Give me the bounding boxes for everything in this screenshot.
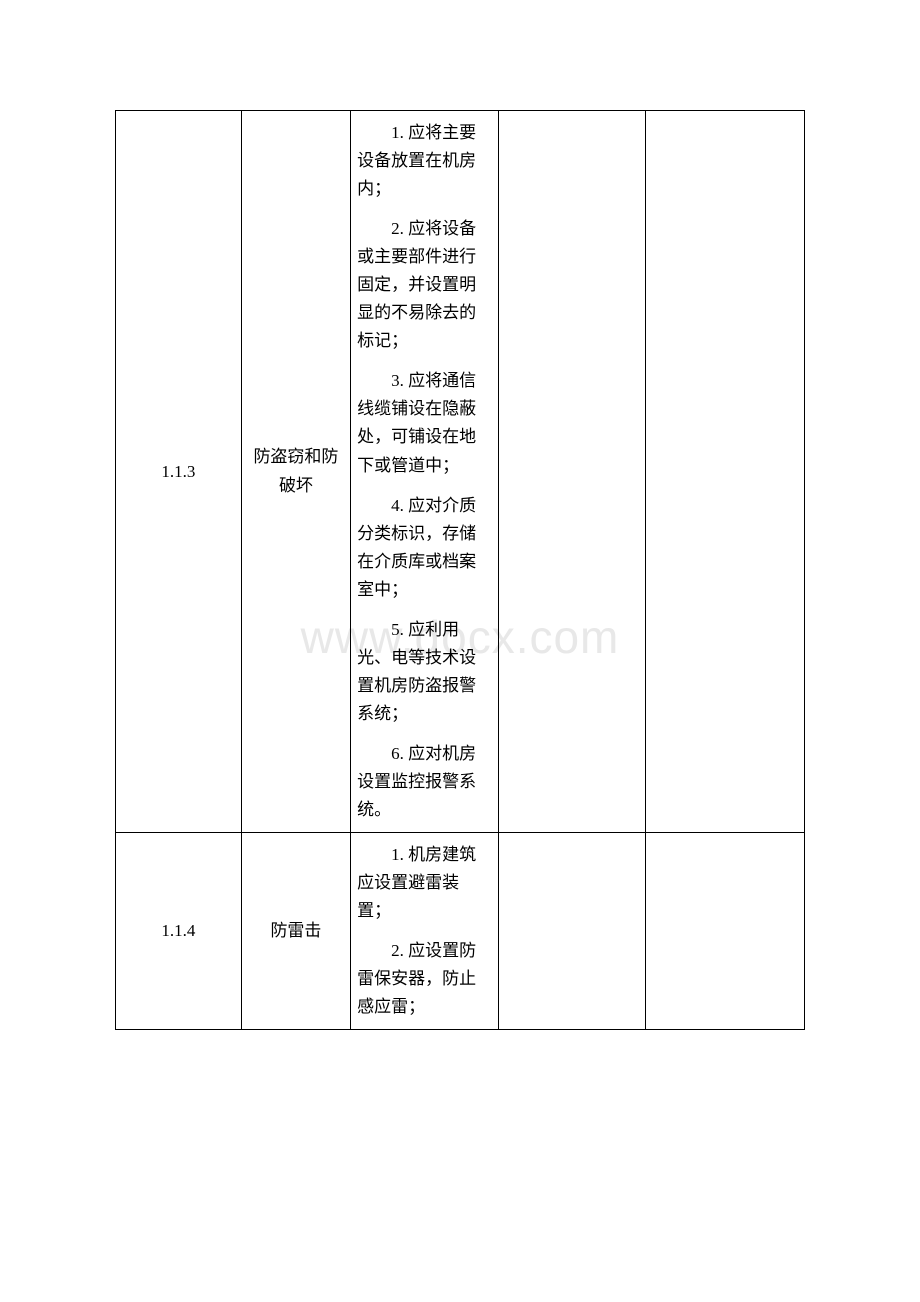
table-container: 1.1.3 防盗窃和防破坏 1. 应将主要设备放置在机房内； 2. 应将设备或主… [115, 110, 805, 1030]
row-id-cell: 1.1.3 [116, 111, 242, 833]
row-name: 防雷击 [270, 921, 321, 940]
row-name-cell: 防雷击 [241, 833, 350, 1030]
empty-cell [498, 111, 646, 833]
empty-cell [498, 833, 646, 1030]
content-item: 5. 应利用光、电等技术设置机房防盗报警系统； [357, 616, 492, 728]
row-id: 1.1.3 [161, 462, 195, 481]
table-row: 1.1.3 防盗窃和防破坏 1. 应将主要设备放置在机房内； 2. 应将设备或主… [116, 111, 805, 833]
row-content-cell: 1. 应将主要设备放置在机房内； 2. 应将设备或主要部件进行固定，并设置明显的… [351, 111, 499, 833]
content-item: 1. 机房建筑应设置避雷装置； [357, 841, 492, 925]
empty-cell [646, 111, 805, 833]
table-row: 1.1.4 防雷击 1. 机房建筑应设置避雷装置； 2. 应设置防雷保安器，防止… [116, 833, 805, 1030]
content-item: 1. 应将主要设备放置在机房内； [357, 119, 492, 203]
row-name: 防盗窃和防破坏 [253, 447, 338, 494]
content-item: 2. 应设置防雷保安器，防止感应雷； [357, 937, 492, 1021]
row-name-cell: 防盗窃和防破坏 [241, 111, 350, 833]
empty-cell [646, 833, 805, 1030]
row-id: 1.1.4 [161, 921, 195, 940]
content-item: 4. 应对介质分类标识，存储在介质库或档案室中； [357, 492, 492, 604]
content-item: 3. 应将通信线缆铺设在隐蔽处，可铺设在地下或管道中； [357, 367, 492, 479]
content-item: 6. 应对机房设置监控报警系统。 [357, 740, 492, 824]
content-item: 2. 应将设备或主要部件进行固定，并设置明显的不易除去的标记； [357, 215, 492, 355]
row-content-cell: 1. 机房建筑应设置避雷装置； 2. 应设置防雷保安器，防止感应雷； [351, 833, 499, 1030]
row-id-cell: 1.1.4 [116, 833, 242, 1030]
security-requirements-table: 1.1.3 防盗窃和防破坏 1. 应将主要设备放置在机房内； 2. 应将设备或主… [115, 110, 805, 1030]
